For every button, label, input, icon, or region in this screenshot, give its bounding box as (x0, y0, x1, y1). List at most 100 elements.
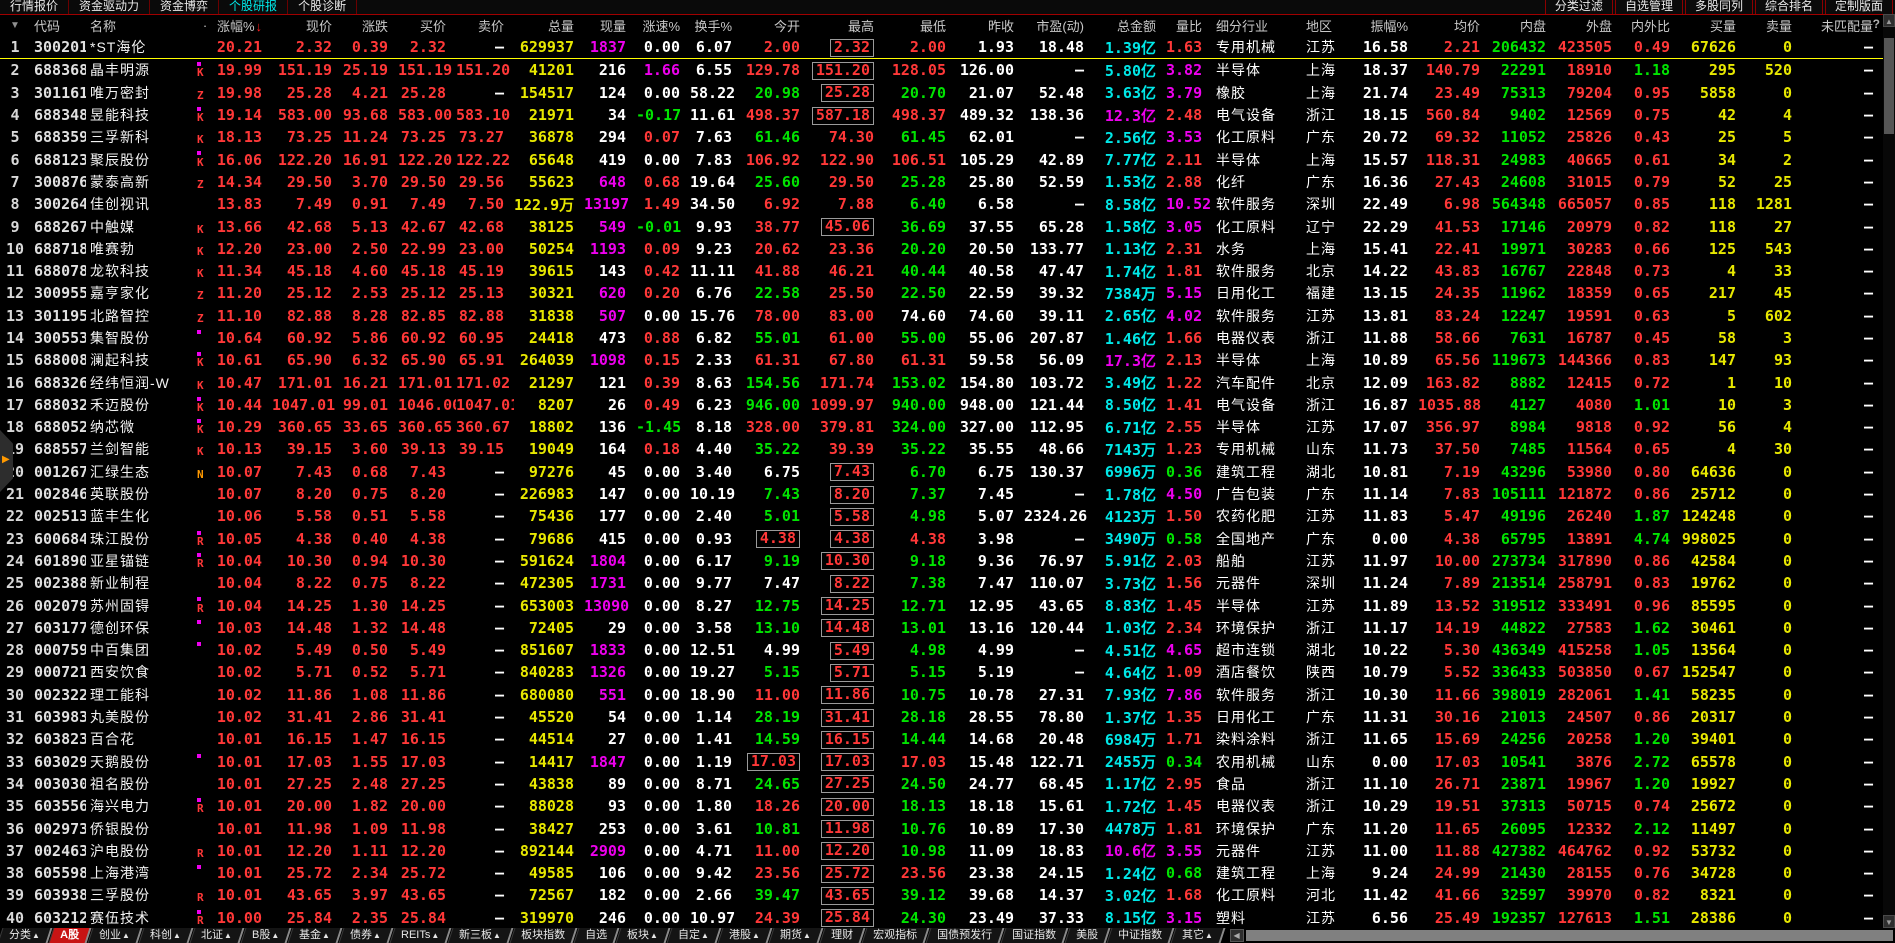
column-header-buy-vol[interactable]: 买量 (1709, 18, 1736, 34)
column-header-cur-vol[interactable]: 现量 (599, 18, 626, 34)
table-row[interactable]: 23 600684 珠江股份 R 10.05 4.38 0.40 4.38 — 79686 415 0… (0, 528, 1883, 550)
table-row[interactable]: 15 688008 澜起科技 K 10.61 65.90 6.32 65.90 65.91 264… (0, 349, 1883, 371)
table-row[interactable]: 35 603556 海兴电力 R 10.01 20.00 1.82 20.00 — 88028 93… (0, 795, 1883, 817)
table-row[interactable]: 40 603212 赛伍技术 R 10.00 25.84 2.35 25.84 — 319970 2… (0, 907, 1883, 928)
bottom-tab[interactable]: 科创▲ (138, 928, 194, 943)
column-header-prev-close[interactable]: 昨收 (987, 18, 1014, 34)
bottom-tab[interactable]: 美股 (1064, 928, 1111, 943)
top-menu-item[interactable]: 行情报价 (0, 0, 70, 14)
bottom-tab[interactable]: 自选 (573, 928, 620, 943)
table-row[interactable]: 10 688718 唯赛勃 K 12.20 23.00 2.50 22.99 23.00 5025… (0, 238, 1883, 260)
table-row[interactable]: 27 603177 德创环保 10.03 14.48 1.32 14.48 — 72405 29 0… (0, 617, 1883, 639)
bottom-tab[interactable]: 宏观指标 (861, 928, 930, 943)
table-row[interactable]: 7 300876 蒙泰高新 Z 14.34 29.50 3.70 29.50 29.56 5562… (0, 171, 1883, 193)
column-header-bid[interactable]: 买价 (419, 18, 446, 34)
bottom-tab[interactable]: 国债预发行 (925, 928, 1005, 943)
top-menu-button[interactable]: 综合排名 (1754, 0, 1823, 14)
column-header-name[interactable]: 名称 (90, 18, 117, 34)
table-row[interactable]: 29 000721 西安饮食 10.02 5.71 0.52 5.71 — 840283 1326… (0, 661, 1883, 683)
table-row[interactable]: 14 300553 集智股份 10.64 60.92 5.86 60.92 60.95 2441… (0, 327, 1883, 349)
table-row[interactable]: 26 002079 苏州固锝 R 10.04 14.25 1.30 14.25 — 653003 1… (0, 594, 1883, 616)
table-row[interactable]: 12 300955 嘉亨家化 Z 11.20 25.12 2.53 25.12 25.13 303… (0, 282, 1883, 304)
help-icon[interactable]: ? (1872, 17, 1880, 31)
column-header-qrr[interactable]: 量比 (1175, 18, 1202, 34)
column-header-sell-vol[interactable]: 卖量 (1765, 18, 1792, 34)
table-row[interactable]: 38 605598 上海港湾 10.01 25.72 2.34 25.72 — 49585 106… (0, 862, 1883, 884)
column-header-avg-price[interactable]: 均价 (1453, 18, 1480, 34)
table-row[interactable]: 1 300201 *ST海伦 20.21 2.32 0.39 2.32—629937 1837… (0, 36, 1883, 60)
column-header-volume[interactable]: 总量 (547, 18, 574, 34)
table-row[interactable]: 31 603983 丸美股份 10.02 31.41 2.86 31.41 — 45520 54 0… (0, 706, 1883, 728)
column-header-turnover[interactable]: 换手% (694, 18, 732, 34)
table-row[interactable]: 32 603823 百合花 10.01 16.15 1.47 16.15 — 44514 27 0.… (0, 728, 1883, 750)
table-row[interactable]: 30 002322 理工能科 10.02 11.86 1.08 11.86 — 680080 55… (0, 684, 1883, 706)
table-row[interactable]: 17 688032 禾迈股份 K 10.44 1047.01 99.01 1046.00 104… (0, 394, 1883, 416)
column-header-pct-chg[interactable]: 涨幅%↓ (216, 18, 262, 34)
column-header-unmatched[interactable]: 未匹配量 (1820, 18, 1873, 34)
table-row[interactable]: 28 000759 中百集团 10.02 5.49 0.50 5.49 — 851607 1833… (0, 639, 1883, 661)
bottom-tab[interactable]: 基金▲ (287, 928, 343, 943)
h-scrollbar[interactable]: ◀ (1229, 928, 1895, 943)
column-header-industry[interactable]: 细分行业 (1216, 18, 1269, 34)
column-header-ask[interactable]: 卖价 (477, 18, 504, 34)
v-scroll-thumb[interactable] (1884, 38, 1894, 134)
bottom-tab[interactable]: 中证指数 (1106, 928, 1175, 943)
bottom-tab[interactable]: 国证指数 (1000, 928, 1069, 943)
top-menu-button[interactable]: 定制版面 (1824, 0, 1893, 14)
bottom-tab[interactable]: B股▲ (240, 928, 292, 943)
column-header-code[interactable]: 代码 (34, 18, 61, 34)
table-row[interactable]: 37 002463 沪电股份 R 10.01 12.20 1.11 12.20 — 892144 2… (0, 840, 1883, 862)
bottom-tab[interactable]: REITs▲ (389, 928, 452, 943)
top-menu-item[interactable]: 资金博弈 (150, 0, 220, 14)
table-row[interactable]: 2 688368 晶丰明源 K 19.99 151.19 25.19 151.19 151.20… (0, 59, 1883, 82)
table-row[interactable]: 22 002513 蓝丰生化 10.06 5.58 0.51 5.58 — 75436 177 0.… (0, 505, 1883, 527)
column-header-marker[interactable]: · (202, 17, 208, 33)
table-row[interactable]: 25 002388 新业制程 10.04 8.22 0.75 8.22 — 472305 1731… (0, 572, 1883, 594)
table-row[interactable]: 18 688052 纳芯微 K 10.29 360.65 33.65 360.65 360.67… (0, 416, 1883, 438)
scroll-up-icon[interactable]: ▲ (1883, 14, 1895, 27)
table-row[interactable]: 36 002973 侨银股份 10.01 11.98 1.09 11.98 — 38427 253… (0, 817, 1883, 839)
table-row[interactable]: 8 300264 佳创视讯 13.83 7.49 0.91 7.49 7.50 122.9万 13… (0, 193, 1883, 215)
table-row[interactable]: 9 688267 中触媒 K 13.66 42.68 5.13 42.67 42.68 38125… (0, 215, 1883, 237)
bottom-tab[interactable]: 理财 (819, 928, 866, 943)
table-row[interactable]: 24 601890 亚星锚链 R 10.04 10.30 0.94 10.30 — 591624 1… (0, 550, 1883, 572)
scroll-down-icon[interactable]: ▼ (1883, 915, 1895, 928)
table-row[interactable]: 20 001267 汇绿生态 N 10.07 7.43 0.68 7.43—97276 45 0.… (0, 461, 1883, 483)
bottom-tab[interactable]: 北证▲ (189, 928, 245, 943)
table-row[interactable]: 6 688123 聚辰股份 K 16.06 122.20 16.91 122.20 122.22… (0, 148, 1883, 170)
table-row[interactable]: 3 301161 唯万密封 Z 19.98 25.28 4.21 25.28 — 154517 12… (0, 82, 1883, 104)
column-header-region[interactable]: 地区 (1306, 18, 1333, 34)
table-row[interactable]: 13 301195 北路智控 Z 11.10 82.88 8.28 82.85 82.88 318… (0, 305, 1883, 327)
table-row[interactable]: 11 688078 龙软科技 K 11.34 45.18 4.60 45.18 45.19 396… (0, 260, 1883, 282)
column-header-outer-vol[interactable]: 外盘 (1585, 18, 1612, 34)
table-row[interactable]: 19 688557 兰剑智能 K 10.13 39.15 3.60 39.13 39.15 190… (0, 438, 1883, 460)
bottom-tab[interactable]: 期货▲ (768, 928, 824, 943)
bottom-tab[interactable]: 创业▲ (87, 928, 143, 943)
bottom-tab[interactable]: 板块▲ (615, 928, 671, 943)
column-header-amplitude[interactable]: 振幅% (1370, 18, 1408, 34)
table-row[interactable]: 5 688359 三孚新科 K 18.13 73.25 11.24 73.25 73.27 368… (0, 126, 1883, 148)
bottom-tab[interactable]: 港股▲ (717, 928, 773, 943)
table-row[interactable]: 39 603938 三孚股份 R 10.01 43.65 3.97 43.65 — 72567 18… (0, 884, 1883, 906)
h-scroll-thumb[interactable] (1245, 930, 1893, 941)
top-menu-button[interactable]: 自选管理 (1614, 0, 1683, 14)
column-header-open[interactable]: 今开 (773, 18, 800, 34)
top-menu-button[interactable]: 多股同列 (1684, 0, 1753, 14)
top-menu-button[interactable]: 分类过滤 (1544, 0, 1613, 14)
bottom-tab[interactable]: 其它▲ (1170, 928, 1225, 943)
top-menu-item[interactable]: 个股诊断 (288, 0, 358, 14)
column-header-pe[interactable]: 市盈(动) (1036, 18, 1084, 34)
column-header-speed[interactable]: 涨速% (642, 18, 680, 34)
v-scrollbar[interactable]: ▲ ▼ (1883, 14, 1895, 928)
bottom-tab[interactable]: 新三板▲ (447, 928, 514, 943)
column-header-change[interactable]: 涨跌 (361, 18, 388, 34)
table-row[interactable]: 16 688326 经纬恒润-W K 10.47 171.01 16.21 171.01 171… (0, 371, 1883, 393)
column-header-high[interactable]: 最高 (847, 18, 874, 34)
top-menu-item[interactable]: 个股研报 (219, 0, 289, 14)
table-row[interactable]: 33 603029 天鹅股份 10.01 17.03 1.55 17.03 — 14417 184… (0, 751, 1883, 773)
bottom-tab[interactable]: 自定▲ (666, 928, 722, 943)
table-row[interactable]: 34 003030 祖名股份 10.01 27.25 2.48 27.25 — 43838 89 0… (0, 773, 1883, 795)
bottom-tab[interactable]: 分类▲ (0, 928, 53, 943)
bottom-tab[interactable]: A股 (48, 928, 92, 943)
bottom-tab[interactable]: 板块指数 (509, 928, 578, 943)
